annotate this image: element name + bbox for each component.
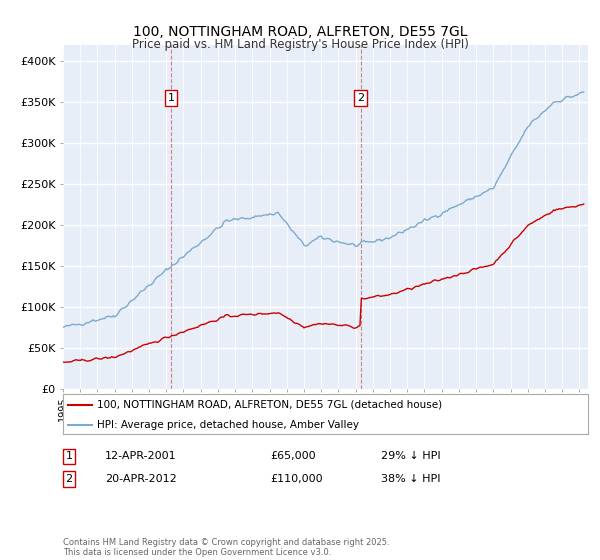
Text: 1: 1 [65, 451, 73, 461]
Text: £65,000: £65,000 [270, 451, 316, 461]
Text: 29% ↓ HPI: 29% ↓ HPI [381, 451, 440, 461]
Text: 38% ↓ HPI: 38% ↓ HPI [381, 474, 440, 484]
Text: 20-APR-2012: 20-APR-2012 [105, 474, 177, 484]
Text: HPI: Average price, detached house, Amber Valley: HPI: Average price, detached house, Ambe… [97, 420, 359, 430]
Text: 2: 2 [65, 474, 73, 484]
Text: Price paid vs. HM Land Registry's House Price Index (HPI): Price paid vs. HM Land Registry's House … [131, 38, 469, 51]
Text: 2: 2 [357, 93, 364, 103]
Text: Contains HM Land Registry data © Crown copyright and database right 2025.
This d: Contains HM Land Registry data © Crown c… [63, 538, 389, 557]
Text: 100, NOTTINGHAM ROAD, ALFRETON, DE55 7GL: 100, NOTTINGHAM ROAD, ALFRETON, DE55 7GL [133, 25, 467, 39]
Text: 1: 1 [167, 93, 175, 103]
Text: 100, NOTTINGHAM ROAD, ALFRETON, DE55 7GL (detached house): 100, NOTTINGHAM ROAD, ALFRETON, DE55 7GL… [97, 400, 442, 410]
Text: 12-APR-2001: 12-APR-2001 [105, 451, 176, 461]
Text: £110,000: £110,000 [270, 474, 323, 484]
